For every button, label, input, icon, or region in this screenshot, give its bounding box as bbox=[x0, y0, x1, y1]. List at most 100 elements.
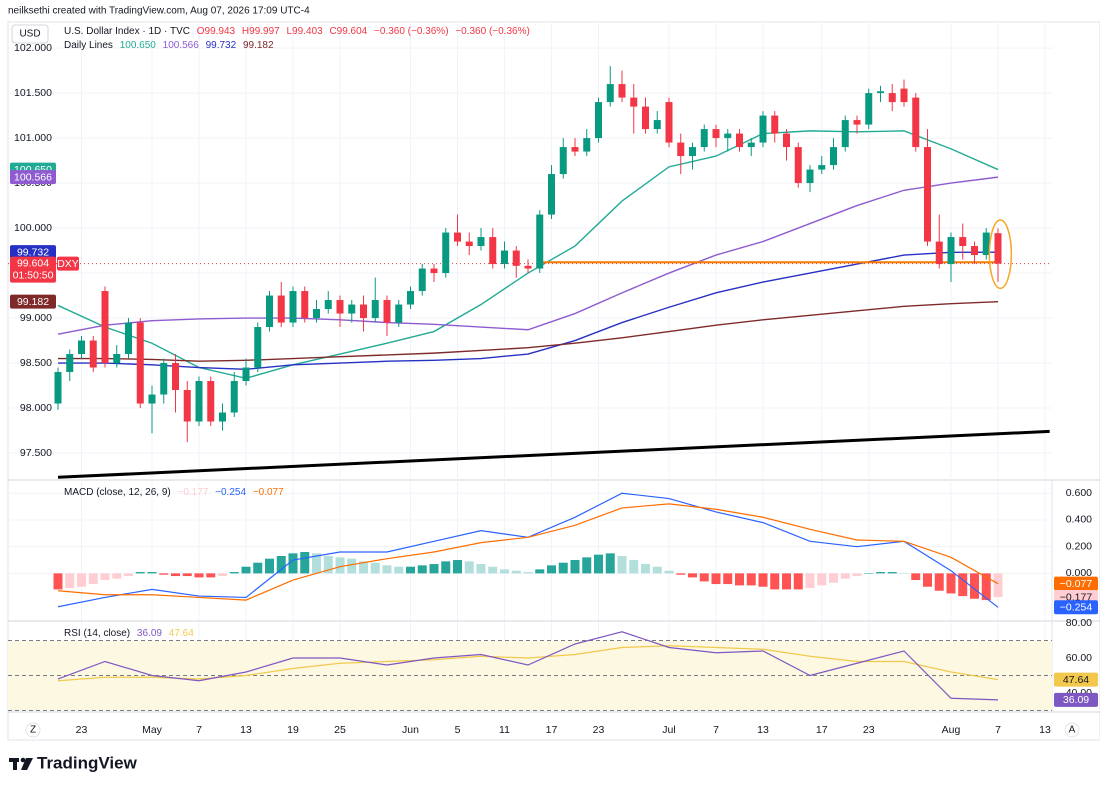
legend-value: 99.732 bbox=[206, 40, 237, 51]
candle-body bbox=[512, 250, 520, 266]
histogram-bar bbox=[582, 557, 592, 574]
candle-body bbox=[418, 268, 426, 292]
candle-body bbox=[618, 84, 626, 98]
x-tick-label: 13 bbox=[240, 724, 252, 736]
price-badge bbox=[1054, 672, 1098, 687]
candle-body bbox=[583, 138, 591, 152]
legend-title: U.S. Dollar Index · 1D · TVC bbox=[64, 26, 190, 37]
y-tick-label: 102.000 bbox=[14, 42, 52, 54]
legend-close: C99.604 bbox=[329, 26, 367, 37]
legend-title: RSI (14, close) bbox=[64, 628, 130, 639]
histogram-bar bbox=[923, 573, 932, 587]
histogram-bar bbox=[53, 573, 63, 590]
legend-change: −0.360 (−0.36%) bbox=[455, 26, 530, 37]
candle-body bbox=[371, 300, 379, 319]
x-tick-label: 23 bbox=[863, 724, 875, 736]
auto-button-label[interactable]: A bbox=[1069, 725, 1076, 736]
histogram-bar bbox=[453, 560, 462, 574]
y-tick-label: 98.000 bbox=[20, 402, 52, 414]
candle-body bbox=[783, 133, 790, 148]
candle-body bbox=[642, 106, 649, 130]
histogram-bar bbox=[370, 562, 380, 574]
candle-body bbox=[183, 390, 191, 422]
histogram-bar bbox=[876, 572, 885, 574]
moving-average-line bbox=[57, 176, 999, 335]
candle-body bbox=[195, 381, 203, 422]
histogram-bar bbox=[417, 565, 427, 574]
y-tick-label: 101.000 bbox=[14, 132, 52, 144]
histogram-bar bbox=[206, 573, 216, 578]
histogram-bar bbox=[406, 566, 415, 574]
histogram-bar bbox=[711, 573, 721, 585]
price-badge bbox=[1054, 692, 1098, 707]
histogram-bar bbox=[535, 569, 545, 574]
x-tick-label: 13 bbox=[757, 724, 769, 736]
chart-frame bbox=[7, 21, 1100, 741]
y-tick-label: 0.200 bbox=[1066, 540, 1092, 552]
candle-body bbox=[771, 115, 779, 134]
candle-body bbox=[736, 133, 743, 148]
moving-average-line bbox=[58, 251, 999, 371]
y-tick-label: 80.00 bbox=[1066, 617, 1092, 629]
histogram-bar bbox=[359, 561, 368, 574]
candle-body bbox=[818, 165, 826, 170]
candle-body bbox=[571, 147, 579, 152]
histogram-bar bbox=[194, 573, 204, 578]
legend-title: MACD (close, 12, 26, 9) bbox=[64, 487, 171, 498]
candle-body bbox=[230, 381, 238, 413]
candle-body bbox=[301, 291, 309, 319]
candle-body bbox=[395, 304, 403, 323]
y-tick-label: 0.000 bbox=[1066, 567, 1092, 579]
histogram-bar bbox=[265, 558, 274, 574]
price-badge-label: 99.604 bbox=[17, 257, 49, 269]
currency-box[interactable] bbox=[11, 24, 49, 44]
histogram-bar bbox=[605, 553, 615, 574]
candle-body bbox=[759, 115, 767, 143]
x-tick-label: 13 bbox=[1039, 724, 1051, 736]
histogram-bar bbox=[676, 573, 686, 575]
price-badge bbox=[1054, 576, 1098, 591]
candle-body bbox=[959, 237, 967, 247]
y-tick-label: 99.000 bbox=[20, 312, 52, 324]
candle-body bbox=[242, 367, 250, 382]
histogram-bar bbox=[864, 573, 874, 574]
y-tick-label: 97.500 bbox=[20, 447, 52, 459]
histogram-bar bbox=[300, 552, 310, 574]
histogram-bar bbox=[335, 557, 345, 574]
signal-line bbox=[57, 503, 999, 601]
candle-body bbox=[841, 120, 849, 148]
histogram-bar bbox=[347, 558, 357, 574]
price-badge bbox=[10, 245, 56, 260]
x-tick-label: 23 bbox=[76, 724, 88, 736]
log-button[interactable] bbox=[25, 722, 41, 738]
histogram-bar bbox=[276, 556, 286, 574]
overlay-layer: USD U.S. Dollar Index · 1D · TVC O99.943… bbox=[9, 24, 1080, 772]
histogram-bar bbox=[312, 553, 321, 574]
candle-body bbox=[324, 300, 332, 310]
histogram-bar bbox=[770, 573, 780, 590]
moving-average-line bbox=[58, 300, 999, 362]
legend-value: 36.09 bbox=[137, 628, 162, 639]
auto-button[interactable] bbox=[1064, 722, 1080, 738]
y-tick-label: 101.500 bbox=[14, 87, 52, 99]
candle-body bbox=[289, 291, 297, 323]
symbol-tag bbox=[57, 256, 79, 271]
y-tick-label: 60.00 bbox=[1066, 652, 1092, 664]
histogram-bar bbox=[547, 565, 556, 574]
brand-logo bbox=[9, 757, 33, 770]
candle-body bbox=[465, 241, 473, 247]
candle-body bbox=[700, 129, 708, 148]
histogram-bar bbox=[817, 573, 827, 586]
x-tick-label: 7 bbox=[995, 724, 1001, 736]
x-tick-label: 7 bbox=[196, 724, 202, 736]
candle-body bbox=[254, 327, 262, 368]
x-tick-label: 5 bbox=[455, 724, 461, 736]
candle-body bbox=[747, 142, 755, 148]
candle-body bbox=[78, 340, 85, 355]
histogram-bar bbox=[323, 556, 333, 574]
symbol-tag-label: DXY bbox=[57, 258, 79, 270]
log-button-label[interactable]: Z bbox=[30, 725, 36, 736]
y-tick-label: 100.000 bbox=[14, 222, 52, 234]
histogram-bar bbox=[124, 573, 133, 577]
currency[interactable]: USD bbox=[19, 29, 40, 40]
